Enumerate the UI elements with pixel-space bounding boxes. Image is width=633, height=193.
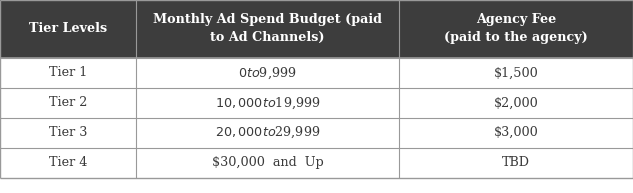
Bar bbox=[399, 0, 633, 58]
Bar bbox=[136, 148, 399, 178]
Bar bbox=[136, 58, 399, 88]
Text: Tier 1: Tier 1 bbox=[49, 66, 87, 79]
Bar bbox=[136, 118, 399, 148]
Bar bbox=[399, 118, 633, 148]
Bar bbox=[0, 0, 136, 58]
Text: $1,500: $1,500 bbox=[494, 66, 538, 79]
Bar bbox=[0, 148, 136, 178]
Text: $10,000  to  $19,999: $10,000 to $19,999 bbox=[215, 95, 320, 111]
Bar bbox=[0, 58, 136, 88]
Bar bbox=[0, 118, 136, 148]
Bar bbox=[399, 58, 633, 88]
Bar bbox=[399, 148, 633, 178]
Text: Monthly Ad Spend Budget (paid
to Ad Channels): Monthly Ad Spend Budget (paid to Ad Chan… bbox=[153, 14, 382, 44]
Text: $0  to  $9,999: $0 to $9,999 bbox=[238, 65, 297, 81]
Bar bbox=[136, 0, 399, 58]
Text: $2,000: $2,000 bbox=[494, 96, 538, 109]
Text: TBD: TBD bbox=[502, 156, 530, 169]
Bar bbox=[399, 88, 633, 118]
Text: Tier 3: Tier 3 bbox=[49, 126, 87, 139]
Text: Tier 4: Tier 4 bbox=[49, 156, 87, 169]
Text: $3,000: $3,000 bbox=[494, 126, 538, 139]
Text: $20,000  to  $29,999: $20,000 to $29,999 bbox=[215, 125, 320, 141]
Text: $30,000  and  Up: $30,000 and Up bbox=[211, 156, 323, 169]
Bar bbox=[136, 88, 399, 118]
Text: Tier Levels: Tier Levels bbox=[29, 22, 107, 36]
Bar bbox=[0, 88, 136, 118]
Text: Agency Fee
(paid to the agency): Agency Fee (paid to the agency) bbox=[444, 14, 588, 44]
Text: Tier 2: Tier 2 bbox=[49, 96, 87, 109]
